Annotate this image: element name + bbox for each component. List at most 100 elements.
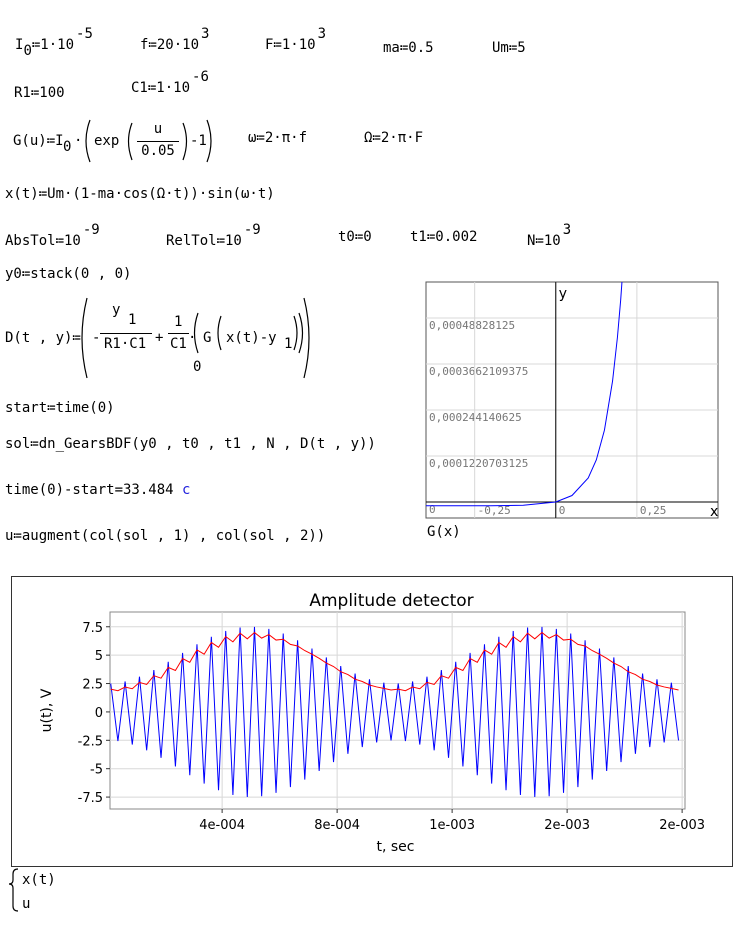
- x-tick-label: 0: [559, 504, 566, 517]
- formula-part: c: [182, 482, 191, 498]
- plot-area: [425, 281, 719, 519]
- formula: u: [153, 121, 163, 137]
- plot-detector: -7.5 -5 -2.5 0 2.5 5 7.5 4e-004 8e-004 1e-003 2e-0…: [11, 576, 733, 867]
- frame: [11, 576, 733, 867]
- formula-part: R1≔100: [14, 85, 65, 101]
- formula: 0: [63, 139, 72, 155]
- formula-part: x(t)≔Um·(1-ma·cos(Ω·t))·sin(ω·t): [5, 186, 275, 202]
- y-tick-label: 2.5: [82, 678, 103, 693]
- formula-part: AbsTol≔10: [5, 233, 81, 249]
- formula: 1: [174, 314, 183, 330]
- formula: R1≔100: [14, 85, 65, 101]
- series-group: [110, 626, 680, 797]
- formula: 1: [284, 336, 293, 352]
- formula-part: t1≔0.002: [410, 229, 478, 245]
- formula-part: RelTol≔10: [166, 233, 242, 249]
- formula: +: [155, 330, 164, 346]
- formula: AbsTol≔10-9: [5, 222, 100, 249]
- formula-part: Um≔5: [492, 40, 526, 56]
- y-tick-label: 0,0001220703125: [429, 457, 528, 470]
- formula: C1≔1·10-6: [131, 69, 209, 96]
- formula: Ω≔2·π·F: [364, 130, 423, 146]
- formula-part: ω≔2·π·f: [248, 130, 308, 146]
- formula-part: N≔10: [527, 233, 561, 249]
- formula-part: 0: [23, 43, 32, 59]
- formula-part: u≔augment(col(sol , 1) , col(sol , 2)): [5, 528, 326, 544]
- y-tick-label: 0: [429, 503, 436, 516]
- x-tick-label: 1e-003: [429, 818, 475, 833]
- y-tick-label: 7.5: [82, 621, 103, 636]
- y-tick-label: 0,000244140625: [429, 411, 522, 424]
- formula: Um≔5: [492, 40, 526, 56]
- y-tick-label: -5: [90, 763, 103, 778]
- formula-part: time(0)-start=33.484: [5, 482, 174, 498]
- formula-part: -6: [192, 69, 209, 85]
- formula: R1·C1: [104, 336, 147, 352]
- plot-g: 0 0,0001220703125 0,000244140625 0,00036621…: [425, 281, 719, 520]
- x-tick-label: 8e-004: [314, 818, 360, 833]
- y-tick-label: -7.5: [78, 791, 103, 806]
- formula: G: [203, 330, 212, 346]
- fraction-line: [100, 333, 152, 334]
- legend-entry: u: [22, 896, 31, 912]
- y-axis-label: u(t), V: [39, 688, 55, 732]
- y-tick-label: 0,00048828125: [429, 319, 515, 332]
- series-group: [426, 282, 623, 507]
- formula: C1: [170, 336, 187, 352]
- legend-entry: G(x): [427, 524, 461, 540]
- formula: ω≔2·π·f: [248, 130, 307, 146]
- formula-part: y0≔stack(0 , 0): [5, 266, 132, 282]
- x-tick-label: 4e-004: [199, 818, 245, 833]
- plot-area: [109, 611, 686, 810]
- formula-part: 3: [317, 26, 327, 42]
- formula-part: ≔1·10: [31, 37, 75, 53]
- x-axis-label: x: [710, 504, 718, 520]
- formula: ·: [188, 330, 197, 346]
- formula: y0≔stack(0 , 0): [5, 266, 131, 282]
- fraction-line: [137, 141, 179, 142]
- formula: 0.05: [141, 143, 175, 159]
- formula: x(t)-y: [226, 330, 277, 346]
- formula: -1: [190, 133, 207, 149]
- data-line: [110, 626, 680, 797]
- formula-part: ma≔0.5: [383, 40, 434, 56]
- formula-part: f≔20·10: [140, 37, 200, 53]
- formula: exp: [94, 133, 120, 149]
- formula-part: C1≔1·10: [131, 80, 191, 96]
- data-line: [426, 282, 623, 507]
- formula: ma≔0.5: [383, 40, 434, 56]
- formula: start≔time(0): [5, 400, 115, 416]
- formula-part: sol≔dn_GearsBDF(y0 , t0 , t1 , N , D(t ,…: [5, 436, 376, 452]
- formula: D(t , y)≔: [5, 330, 81, 346]
- y-tick-label: 5: [95, 649, 103, 664]
- formula: N≔103: [527, 222, 571, 249]
- x-tick-label: -0,25: [478, 504, 511, 517]
- formula-part: F≔1·10: [265, 37, 316, 53]
- x-axis-label: t, sec: [377, 839, 415, 855]
- formula-part: I: [15, 37, 24, 53]
- formula-part: -5: [76, 26, 93, 42]
- formula: -: [92, 330, 101, 346]
- formula: ·: [74, 133, 83, 149]
- formula: F≔1·103: [265, 26, 326, 53]
- formula: I0≔1·10-5: [15, 26, 93, 59]
- data-line: [110, 631, 679, 692]
- formula-part: start≔time(0): [5, 400, 115, 416]
- y-tick-label: 0: [95, 706, 103, 721]
- chart-title: Amplitude detector: [309, 591, 473, 611]
- formula: RelTol≔10-9: [166, 222, 261, 249]
- formula: 1: [128, 312, 137, 328]
- formula: time(0)-start=33.484 c: [5, 482, 190, 498]
- formula-part: -9: [82, 222, 100, 238]
- formula-part: 3: [562, 222, 572, 238]
- formula: t1≔0.002: [410, 229, 477, 245]
- formula-part: Ω≔2·π·F: [364, 130, 424, 146]
- formula: G(u)≔I: [13, 133, 64, 149]
- fraction-line: [168, 333, 189, 334]
- x-tick-label: 0,25: [640, 504, 667, 517]
- y-tick-label: -2.5: [78, 734, 103, 749]
- legend-entry: x(t): [22, 872, 56, 888]
- formula: u≔augment(col(sol , 1) , col(sol , 2)): [5, 528, 325, 544]
